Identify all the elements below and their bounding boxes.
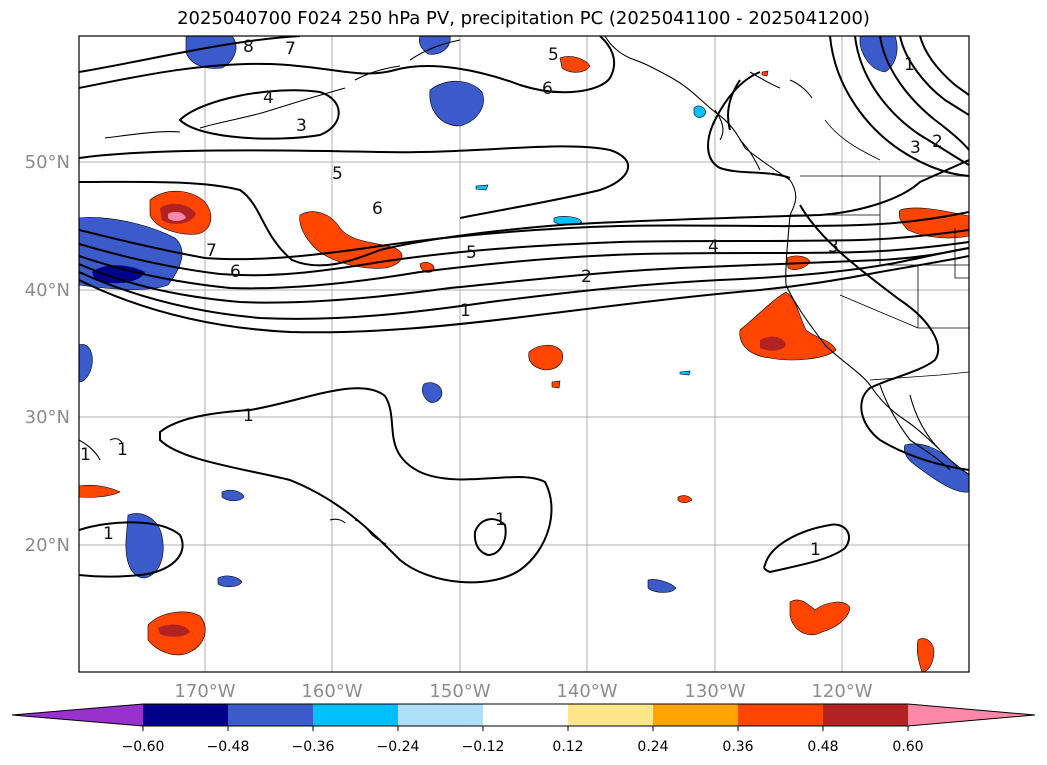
colorbar-tick-label: −0.48 (207, 739, 250, 755)
colorbar-tick-label: −0.36 (292, 739, 335, 755)
colorbar-segment (738, 704, 823, 726)
map-area: 8 7 5 6 4 3 5 6 7 6 5 4 3 2 1 1 1 1 1 1 … (79, 36, 969, 672)
contour-label: 1 (460, 301, 471, 321)
contour-label: 4 (708, 237, 719, 257)
contour-label: 5 (466, 243, 477, 263)
longitude-labels: 170°W 160°W 150°W 140°W 130°W 120°W (174, 681, 872, 702)
lat-tick-label: 20°N (25, 535, 70, 556)
colorbar-segment (653, 704, 738, 726)
contour-label: 3 (828, 237, 839, 257)
contour-label: 6 (542, 79, 553, 99)
contour-label: 1 (243, 406, 254, 426)
contour-label: 5 (548, 45, 559, 65)
contour-label: 6 (372, 199, 383, 219)
lat-tick-label: 50°N (25, 152, 70, 173)
colorbar-segment (568, 704, 653, 726)
lat-tick-label: 30°N (25, 407, 70, 428)
colorbar-tick-label: 0.12 (552, 739, 583, 755)
contour-label: 6 (230, 262, 241, 282)
contour-label: 1 (495, 510, 506, 530)
pv-contours (79, 36, 969, 584)
lon-tick-label: 120°W (811, 681, 872, 702)
lon-tick-label: 160°W (301, 681, 362, 702)
gridlines (79, 36, 969, 672)
contour-label: 2 (581, 267, 592, 287)
contour-label: 3 (296, 116, 307, 136)
colorbar-tick-label: −0.24 (377, 739, 420, 755)
contour-label: 1 (103, 524, 114, 544)
figure-title: 2025040700 F024 250 hPa PV, precipitatio… (177, 8, 870, 29)
colorbar-tick-label: −0.60 (122, 739, 165, 755)
contour-label: 1 (117, 440, 128, 460)
contour-label: 3 (910, 138, 921, 158)
contour-label: 1 (80, 445, 91, 465)
contour-label: 1 (904, 55, 915, 75)
colorbar-segment (228, 704, 313, 726)
latitude-labels: 50°N 40°N 30°N 20°N (25, 152, 70, 556)
colorbar-segment (398, 704, 483, 726)
colorbar-segment (143, 704, 228, 726)
colorbar-segment (483, 704, 568, 726)
positive-precip-areas (79, 56, 969, 672)
colorbar-tick-label: −0.12 (462, 739, 505, 755)
lon-tick-label: 170°W (174, 681, 235, 702)
lat-tick-label: 40°N (25, 280, 70, 301)
contour-label: 2 (932, 132, 943, 152)
negative-precip-areas (79, 36, 969, 593)
colorbar-tick-label: 0.36 (722, 739, 753, 755)
colorbar: −0.60 −0.48 −0.36 −0.24 −0.12 0.12 0.24 0.36 0.4… (11, 703, 1036, 755)
colorbar-tick-label: 0.60 (892, 739, 923, 755)
colorbar-segment (823, 704, 908, 726)
colorbar-tick-label: 0.48 (807, 739, 838, 755)
colorbar-extend-high (908, 704, 1035, 726)
colorbar-segment (313, 704, 398, 726)
contour-label: 4 (263, 88, 274, 108)
lon-tick-label: 150°W (429, 681, 490, 702)
contour-label: 7 (285, 39, 296, 59)
colorbar-extend-low (12, 704, 143, 726)
contour-label: 5 (332, 164, 343, 184)
lon-tick-label: 140°W (556, 681, 617, 702)
contour-label: 8 (243, 37, 254, 57)
lon-tick-label: 130°W (684, 681, 745, 702)
map-frame (78, 35, 970, 673)
contour-labels: 8 7 5 6 4 3 5 6 7 6 5 4 3 2 1 1 1 1 1 1 … (80, 37, 943, 560)
colorbar-tick-label: 0.24 (637, 739, 668, 755)
contour-label: 7 (206, 241, 217, 261)
contour-label: 1 (810, 540, 821, 560)
